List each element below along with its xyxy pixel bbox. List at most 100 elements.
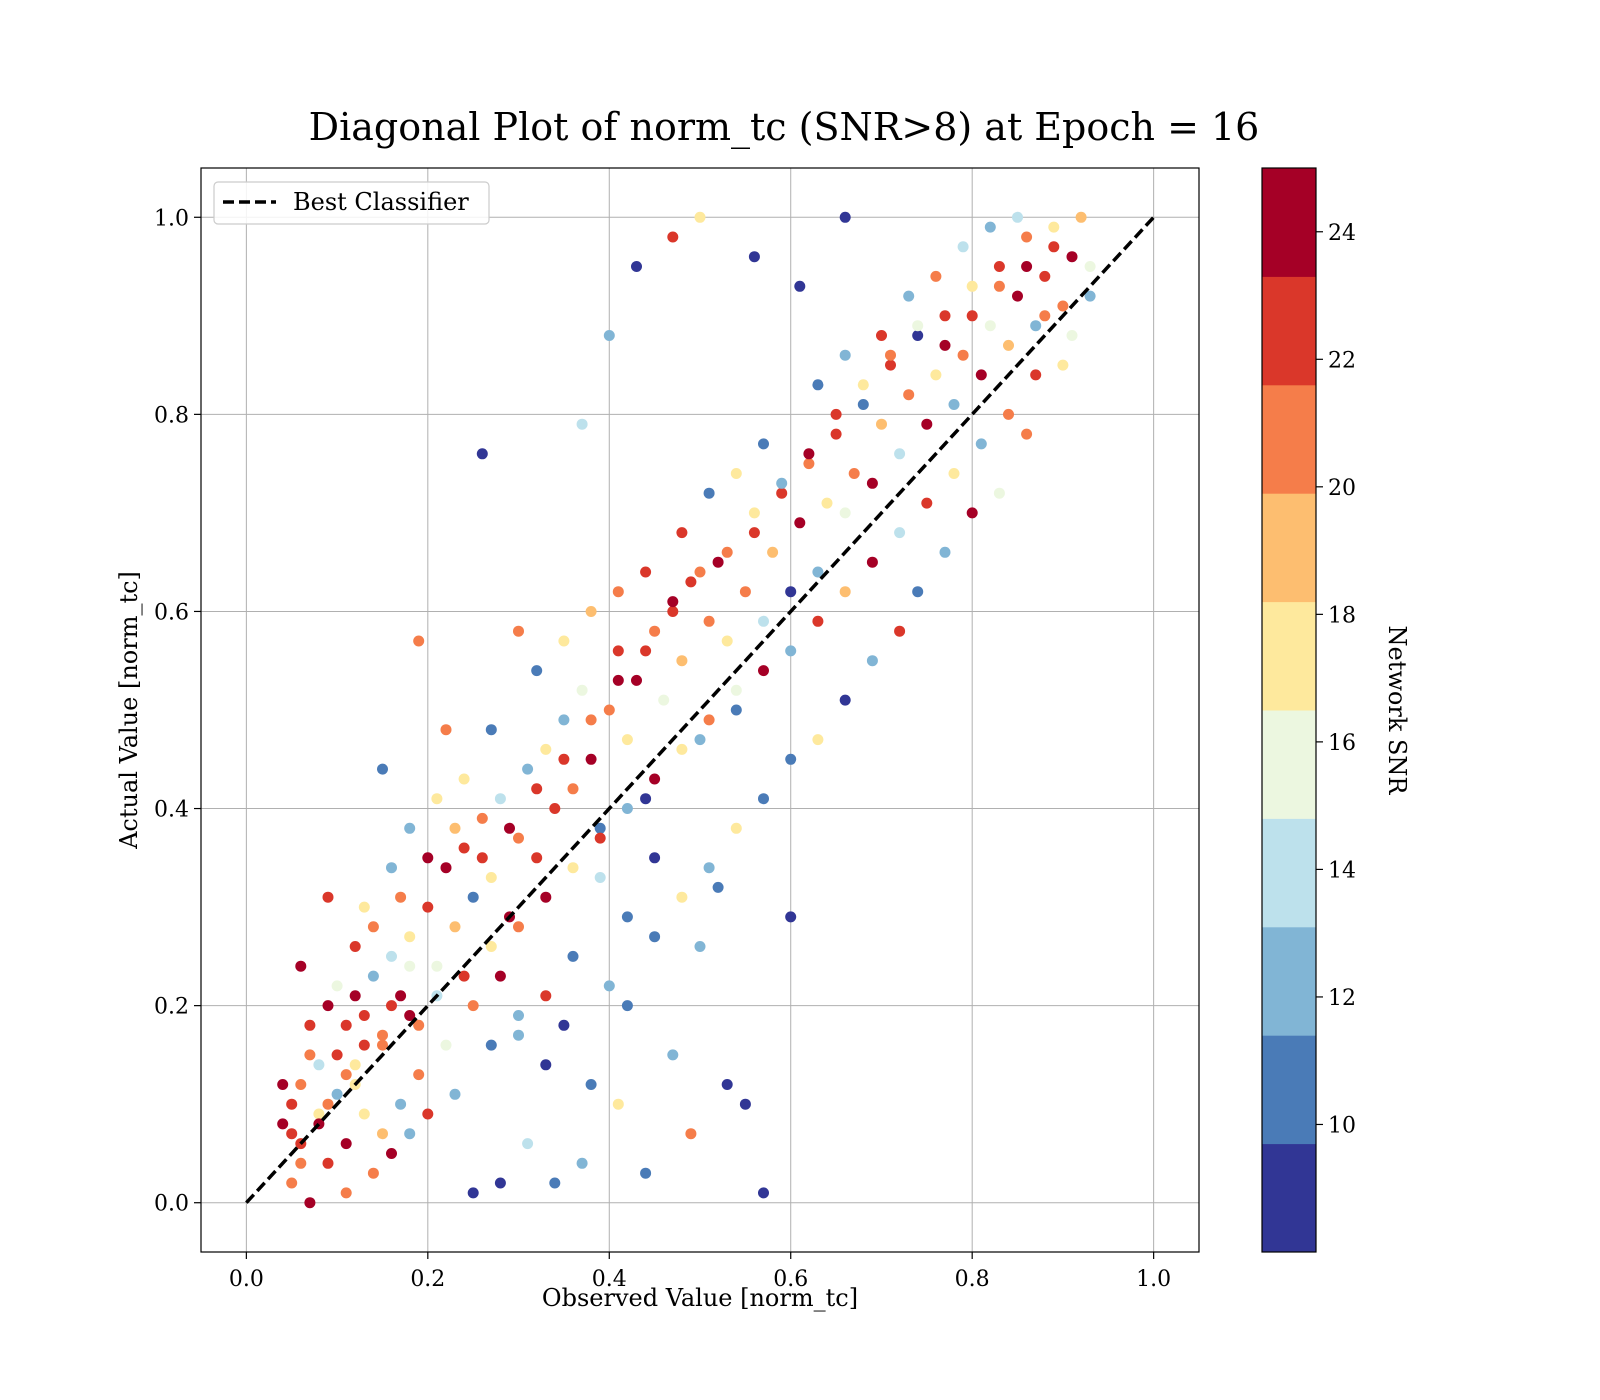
- scatter-point: [621, 1000, 633, 1012]
- scatter-point: [830, 408, 842, 420]
- scatter-point: [576, 418, 588, 430]
- scatter-point: [413, 635, 425, 647]
- y-tick-label: 0.6: [154, 600, 189, 625]
- scatter-point: [322, 1157, 334, 1169]
- scatter-point: [894, 625, 906, 637]
- colorbar-segment: [1262, 276, 1316, 386]
- x-tick-label: 0.0: [229, 1267, 264, 1292]
- scatter-point: [603, 330, 615, 341]
- scatter-point: [1066, 251, 1078, 263]
- scatter-point: [966, 280, 978, 292]
- scatter-point: [812, 379, 824, 391]
- scatter-point: [640, 1167, 652, 1179]
- scatter-point: [440, 724, 452, 736]
- scatter-point: [485, 724, 497, 736]
- scatter-point: [621, 803, 633, 814]
- scatter-point: [440, 1039, 452, 1051]
- colorbar-tick-label: 16: [1328, 731, 1356, 756]
- scatter-point: [812, 734, 824, 746]
- scatter-point: [667, 231, 679, 243]
- scatter-point: [413, 1019, 425, 1031]
- colorbar-tick-label: 14: [1328, 858, 1356, 883]
- scatter-point: [730, 822, 742, 834]
- scatter-point: [1048, 221, 1060, 233]
- scatter-point: [821, 497, 833, 509]
- scatter-point: [395, 1098, 407, 1110]
- scatter-point: [721, 546, 733, 558]
- colorbar-segment: [1262, 601, 1316, 711]
- scatter-point: [585, 714, 597, 726]
- scatter-point: [839, 694, 851, 706]
- scatter-point: [458, 842, 470, 854]
- scatter-point: [549, 1177, 561, 1189]
- scatter-point: [676, 655, 688, 667]
- colorbar-segment: [1262, 818, 1316, 928]
- x-axis-label: Observed Value [norm_tc]: [542, 1284, 858, 1312]
- scatter-point: [721, 635, 733, 647]
- scatter-point: [340, 1187, 352, 1199]
- scatter-point: [549, 803, 561, 814]
- colorbar-segment: [1262, 493, 1316, 603]
- scatter-point: [758, 438, 769, 450]
- scatter-point: [540, 743, 552, 755]
- scatter-point: [576, 1157, 588, 1169]
- scatter-point: [395, 990, 407, 1002]
- scatter-point: [903, 389, 915, 401]
- scatter-point: [767, 546, 779, 558]
- scatter-point: [703, 862, 715, 874]
- scatter-point: [1048, 241, 1060, 253]
- scatter-point: [730, 468, 742, 479]
- scatter-point: [966, 507, 978, 519]
- scatter-point: [531, 783, 543, 795]
- scatter-point: [1057, 359, 1069, 371]
- y-tick-label: 0.0: [154, 1192, 189, 1217]
- y-tick-label: 0.4: [154, 798, 189, 823]
- scatter-point: [1084, 261, 1096, 272]
- scatter-point: [885, 359, 896, 371]
- scatter-point: [404, 960, 416, 972]
- scatter-point: [1030, 320, 1042, 332]
- scatter-point: [839, 586, 851, 598]
- scatter-point: [386, 862, 397, 874]
- scatter-point: [912, 586, 924, 598]
- scatter-point: [404, 1128, 416, 1140]
- scatter-point: [966, 310, 978, 322]
- scatter-point: [540, 990, 552, 1002]
- scatter-point: [866, 655, 878, 667]
- scatter-point: [467, 891, 479, 903]
- scatter-point: [531, 665, 543, 677]
- scatter-point: [776, 487, 788, 499]
- y-tick-label: 0.8: [154, 403, 189, 428]
- colorbar-label: Network SNR: [1383, 626, 1411, 796]
- scatter-point: [1039, 310, 1051, 322]
- scatter-point: [449, 921, 461, 933]
- scatter-point: [485, 872, 497, 883]
- scatter-point: [912, 320, 924, 332]
- scatter-point: [594, 872, 606, 883]
- scatter-point: [640, 645, 652, 657]
- scatter-point: [585, 753, 597, 765]
- scatter-point: [304, 1049, 316, 1061]
- scatter-point: [295, 960, 307, 972]
- scatter-point: [513, 1010, 524, 1021]
- colorbar-tick-label: 18: [1328, 603, 1356, 628]
- scatter-point: [694, 734, 706, 746]
- scatter-point: [386, 950, 397, 962]
- colorbar-tick-label: 12: [1328, 986, 1356, 1011]
- scatter-point: [631, 261, 642, 272]
- scatter-point: [295, 1079, 307, 1090]
- scatter-point: [395, 891, 407, 903]
- scatter-point: [540, 891, 552, 903]
- scatter-point: [785, 645, 797, 657]
- scatter-point: [1084, 290, 1096, 302]
- scatter-point: [476, 448, 488, 460]
- scatter-point: [286, 1177, 298, 1189]
- scatter-point: [558, 635, 570, 647]
- scatter-point: [422, 1108, 434, 1120]
- scatter-point: [676, 743, 688, 755]
- scatter-point: [313, 1059, 325, 1071]
- scatter-point: [349, 990, 361, 1002]
- scatter-point: [1075, 211, 1087, 223]
- y-tick-label: 1.0: [154, 206, 189, 231]
